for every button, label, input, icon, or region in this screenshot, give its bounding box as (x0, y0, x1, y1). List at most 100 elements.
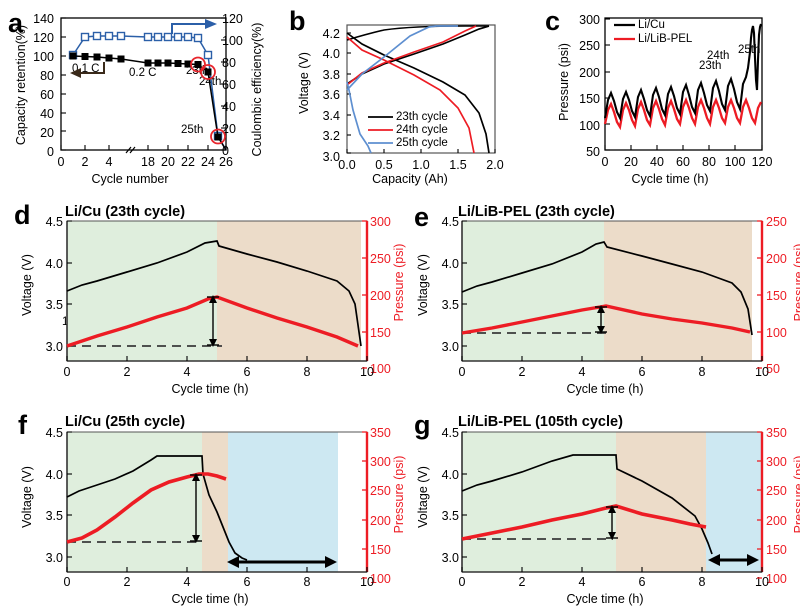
panel-d-xtick-0: 0 (63, 365, 71, 379)
panel-e-ytick-right-250: 250 (766, 215, 787, 229)
panel-a-xtick-20: 20 (161, 155, 175, 169)
panel-g-xtick-2: 2 (518, 575, 526, 589)
panel-f-ytick-3.0: 3.0 (45, 551, 63, 565)
panel-d-title: Li/Cu (23th cycle) (65, 204, 186, 220)
panel-f-xtick-0: 0 (63, 575, 71, 589)
panel-f-ytick-right-350: 350 (370, 426, 391, 440)
panel-f-xlabel: Cycle time (h) (171, 592, 249, 606)
panel-a-ytick-right-100: 100 (222, 34, 243, 48)
panel-c-xtick-80: 80 (702, 155, 716, 169)
panel-b-legend-24th: 24th cycle (396, 124, 448, 136)
panel-b-ytick-4.0: 4.0 (322, 47, 340, 61)
panel-g: g Li/LiB-PEL (105th cycle) Voltage (V) P… (400, 402, 800, 612)
panel-d-plot (66, 220, 369, 369)
panel-d-ytick-3.5: 3.5 (45, 298, 63, 312)
panel-f-plot (66, 431, 369, 579)
panel-a-annotation-25th: 25th (181, 124, 204, 136)
panel-d-xtick-6: 6 (243, 365, 251, 379)
panel-a: a Capacity retention(%) Coulombic effici… (0, 0, 265, 190)
panel-b-xtick-1.5: 1.5 (449, 158, 467, 172)
panel-b-ytick-3.4: 3.4 (322, 109, 340, 123)
panel-d-ytick-right-150: 150 (370, 326, 391, 340)
panel-f-ytick-right-200: 200 (370, 514, 391, 528)
panel-c-xtick-100: 100 (724, 155, 746, 169)
panel-f-ytick-right-100: 100 (370, 572, 391, 586)
panel-b-ytick-3.0: 3.0 (322, 150, 340, 164)
panel-b-xtick-2.0: 2.0 (486, 158, 504, 172)
panel-g-ytick-right-150: 150 (766, 543, 787, 557)
panel-f: f Li/Cu (25th cycle) Voltage (V) Pressur… (0, 402, 406, 612)
panel-a-label: a (8, 8, 24, 38)
panel-a-xtick-24: 24 (201, 155, 215, 169)
panel-e-title: Li/LiB-PEL (23th cycle) (458, 204, 615, 220)
panel-e-xtick-0: 0 (458, 365, 466, 379)
panel-g-ytick-right-100: 100 (766, 572, 787, 586)
panel-a-xlabel: Cycle number (91, 172, 169, 186)
panel-d-label: d (14, 200, 31, 230)
panel-b-ytick-3.2: 3.2 (322, 129, 340, 143)
panel-b-plot (346, 24, 496, 154)
panel-d-ytick-right-250: 250 (370, 252, 391, 266)
panel-e-ytick-right-100: 100 (766, 326, 787, 340)
panel-c-annotation-24th: 24th (707, 50, 730, 62)
panel-f-xtick-2: 2 (123, 575, 131, 589)
panel-e-ytick-right-50: 50 (766, 362, 780, 376)
panel-c-plot (603, 17, 763, 151)
panel-a-plot (60, 17, 227, 154)
panel-c-xtick-20: 20 (624, 155, 638, 169)
panel-g-xtick-4: 4 (578, 575, 586, 589)
panel-e-ytick-right-200: 200 (766, 252, 787, 266)
panel-a-ytick-right-0: 0 (222, 144, 229, 158)
panel-a-ytick-120: 120 (33, 31, 54, 45)
panel-a-ytick-60: 60 (40, 88, 54, 102)
panel-f-ytick-3.5: 3.5 (45, 509, 63, 523)
panel-e-plot (461, 220, 764, 369)
panel-a-ytick-140: 140 (33, 12, 54, 26)
panel-f-xtick-4: 4 (183, 575, 191, 589)
panel-e-ytick-4.0: 4.0 (441, 257, 459, 271)
panel-g-plot (461, 431, 764, 579)
panel-g-label: g (414, 410, 431, 440)
panel-g-ytick-right-250: 250 (766, 484, 787, 498)
panel-c-xtick-40: 40 (650, 155, 664, 169)
panel-c-xtick-60: 60 (676, 155, 690, 169)
panel-g-ytick-right-350: 350 (766, 426, 787, 440)
panel-b-ytick-4.2: 4.2 (322, 27, 340, 41)
panel-e-xtick-6: 6 (638, 365, 646, 379)
panel-e: e Li/LiB-PEL (23th cycle) Voltage (V) Pr… (400, 190, 800, 402)
panel-a-ytick-100: 100 (33, 50, 54, 64)
panel-b-legend-25th: 25th cycle (396, 137, 448, 149)
panel-c-annotation-23th: 23th (699, 60, 722, 72)
panel-b: b Voltage (V) Capacity (Ah) 4.2 4.0 3.8 … (265, 0, 535, 190)
panel-a-xtick-26: 26 (219, 155, 233, 169)
panel-g-ytick-4.0: 4.0 (441, 468, 459, 482)
panel-e-xtick-8: 8 (698, 365, 706, 379)
panel-a-xtick-2: 2 (81, 155, 89, 169)
panel-g-xtick-8: 8 (698, 575, 706, 589)
panel-f-title: Li/Cu (25th cycle) (65, 414, 186, 430)
panel-d-ytick-right-100: 100 (370, 362, 391, 376)
panel-d-xtick-4: 4 (183, 365, 191, 379)
panel-d-ytick-3.0: 3.0 (45, 340, 63, 354)
panel-c-legend-licu: Li/Cu (638, 19, 665, 31)
panel-f-ytick-4.5: 4.5 (45, 426, 63, 440)
panel-b-xtick-1.0: 1.0 (412, 158, 430, 172)
panel-a-xtick-4: 4 (105, 155, 113, 169)
panel-a-ytick-40: 40 (40, 107, 54, 121)
panel-c-label: c (545, 6, 561, 36)
panel-a-ytick-80: 80 (40, 69, 54, 83)
panel-f-ytick-right-300: 300 (370, 455, 391, 469)
panel-b-ytick-3.8: 3.8 (322, 68, 340, 82)
panel-f-ytick-right-150: 150 (370, 543, 391, 557)
panel-c-xlabel: Cycle time (h) (631, 172, 709, 186)
panel-b-xlabel: Capacity (Ah) (372, 172, 448, 186)
panel-f-xtick-8: 8 (303, 575, 311, 589)
panel-b-legend-23th: 23th cycle (396, 111, 448, 123)
panel-g-ytick-3.0: 3.0 (441, 551, 459, 565)
panel-e-xlabel: Cycle time (h) (566, 382, 644, 396)
panel-c-ytick-250: 250 (579, 39, 600, 53)
panel-c-ytick-300: 300 (579, 13, 600, 27)
panel-g-title: Li/LiB-PEL (105th cycle) (458, 414, 623, 430)
panel-d-ytick-right-200: 200 (370, 289, 391, 303)
panel-e-label: e (414, 202, 430, 232)
